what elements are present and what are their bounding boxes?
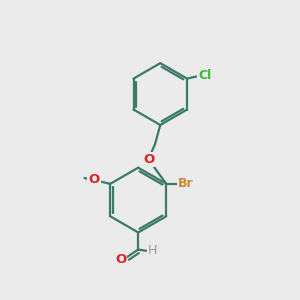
Text: Br: Br [178,177,194,190]
Text: H: H [148,244,157,257]
Text: Cl: Cl [198,69,211,82]
Text: O: O [115,253,126,266]
Text: O: O [143,153,154,166]
Text: O: O [88,173,100,186]
